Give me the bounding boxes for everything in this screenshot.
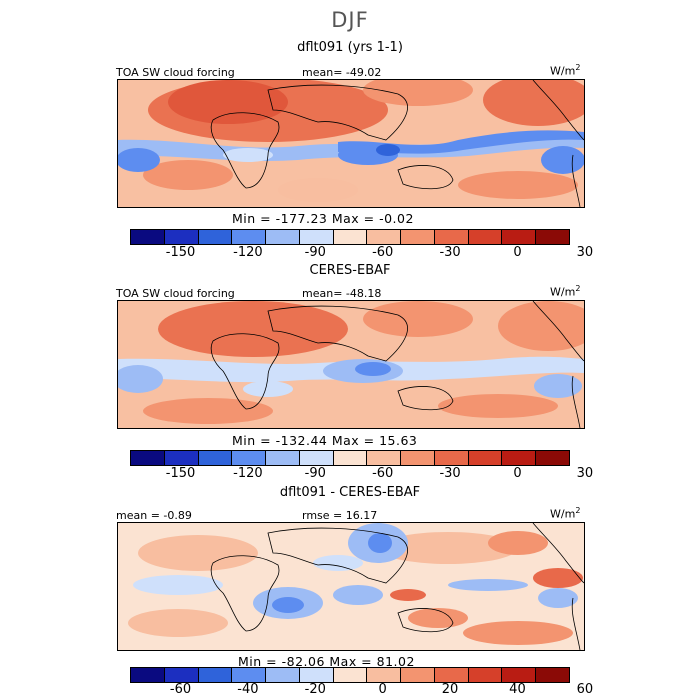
panel-3-map-field [118,523,584,650]
panel-3-mean: mean = -0.89 [116,509,192,522]
colorbar-swatch [266,451,300,465]
colorbar-swatch [401,668,435,682]
colorbar-swatch [401,230,435,244]
colorbar-swatch [266,668,300,682]
colorbar-swatch [198,230,233,244]
colorbar-swatch [198,668,233,682]
colorbar-swatch [367,668,402,682]
colorbar-swatch [131,668,165,682]
figure-title: DJF [331,8,369,32]
colorbar-swatch [299,451,334,465]
colorbar-tick-label: 0 [513,466,522,481]
colorbar-swatch [232,668,267,682]
colorbar-tick-label: 60 [576,682,594,697]
colorbar-tick-label: -40 [237,682,259,697]
panel-3-title: dflt091 - CERES-EBAF [279,485,421,500]
colorbar-tick-label: -90 [304,466,326,481]
colorbar-swatch [502,451,537,465]
colorbar-swatch [468,451,503,465]
panel-1-units: W/m2 [550,63,581,78]
colorbar-tick-label: 40 [509,682,526,697]
panel-1-mean: mean= -49.02 [302,66,382,79]
panel-3-colorbar [130,667,570,683]
colorbar-swatch [367,230,402,244]
colorbar-swatch [333,230,368,244]
panel-1-title: dflt091 (yrs 1-1) [297,40,403,55]
colorbar-swatch [401,451,435,465]
colorbar-swatch [468,668,503,682]
colorbar-swatch [502,230,537,244]
colorbar-swatch [232,451,267,465]
colorbar-swatch [434,668,469,682]
colorbar-tick-label: 30 [576,245,594,260]
panel-3-minmax: Min = -82.06 Max = 81.02 [238,654,415,669]
panel-3-rmse: rmse = 16.17 [302,509,378,522]
panel-1-field-label: TOA SW cloud forcing [116,66,235,79]
panel-2-colorbar [130,450,570,466]
panel-2-map [117,300,585,429]
colorbar-tick-label: -120 [233,466,263,481]
colorbar-swatch [536,668,569,682]
colorbar-swatch [164,668,199,682]
colorbar-tick-label: -90 [304,245,326,260]
colorbar-tick-label: -60 [169,682,192,697]
colorbar-swatch [367,451,402,465]
colorbar-swatch [333,668,368,682]
panel-1-minmax: Min = -177.23 Max = -0.02 [232,211,414,226]
colorbar-swatch [434,230,469,244]
colorbar-swatch [198,451,233,465]
colorbar-swatch [299,230,334,244]
colorbar-tick-label: 30 [576,466,594,481]
colorbar-swatch [536,451,569,465]
colorbar-swatch [502,668,537,682]
panel-2-map-field [118,301,584,428]
panel-3-units: W/m2 [550,506,581,521]
panel-1-colorbar [130,229,570,245]
colorbar-swatch [468,230,503,244]
colorbar-swatch [131,230,165,244]
colorbar-swatch [434,451,469,465]
colorbar-tick-label: -120 [233,245,263,260]
colorbar-swatch [131,451,165,465]
colorbar-tick-label: 20 [441,682,459,697]
colorbar-tick-label: -150 [165,466,196,481]
colorbar-tick-label: -30 [439,466,461,481]
colorbar-swatch [232,230,267,244]
panel-2-minmax: Min = -132.44 Max = 15.63 [232,433,418,448]
colorbar-swatch [164,451,199,465]
colorbar-swatch [266,230,300,244]
panel-2-title: CERES-EBAF [309,263,391,278]
colorbar-tick-label: -30 [439,245,461,260]
colorbar-swatch [536,230,569,244]
colorbar-tick-label: -20 [304,682,326,697]
panel-2-units: W/m2 [550,284,581,299]
colorbar-swatch [164,230,199,244]
panel-2-field-label: TOA SW cloud forcing [116,287,235,300]
colorbar-tick-label: 0 [513,245,522,260]
panel-1-map-field [118,80,584,207]
colorbar-swatch [299,668,334,682]
colorbar-swatch [333,451,368,465]
panel-1-map [117,79,585,208]
colorbar-tick-label: -60 [372,466,394,481]
panel-3-map [117,522,585,651]
colorbar-tick-label: -60 [372,245,394,260]
panel-2-mean: mean= -48.18 [302,287,382,300]
colorbar-tick-label: -150 [165,245,196,260]
colorbar-tick-label: 0 [378,682,387,697]
